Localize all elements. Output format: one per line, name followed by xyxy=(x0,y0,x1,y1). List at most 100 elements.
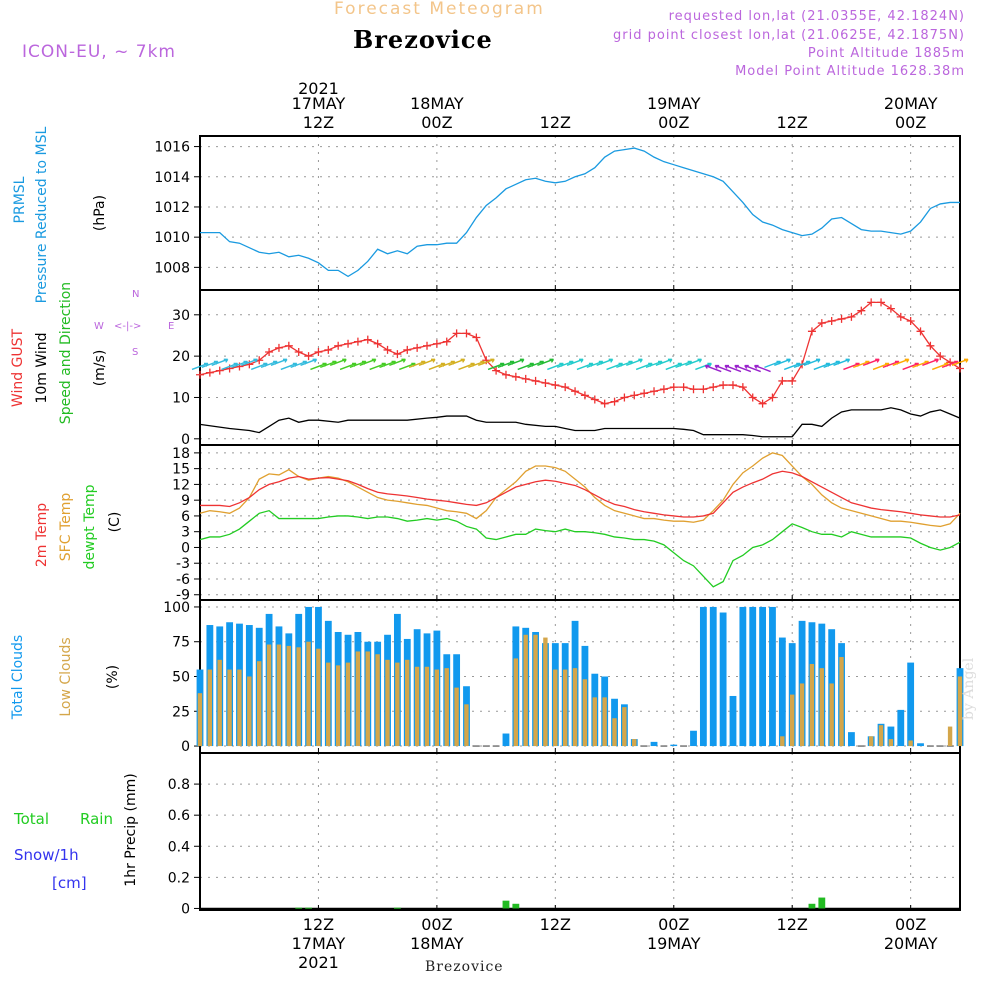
bottom-axis-date: 19MAY xyxy=(647,934,701,953)
gust-point-marker xyxy=(442,337,451,346)
total-clouds-bar xyxy=(690,730,697,747)
y-tick-label: 3 xyxy=(181,525,190,541)
low-clouds-bar xyxy=(395,662,400,747)
y-tick-label: 10 xyxy=(172,390,190,406)
top-axis-hour: 00Z xyxy=(421,113,452,132)
gust-point-marker xyxy=(274,343,283,352)
model-point-altitude: Model Point Altitude 1628.38m xyxy=(735,64,965,79)
top-axis-hour: 00Z xyxy=(895,113,926,132)
top-axis-date: 20MAY xyxy=(884,94,938,113)
gust-point-marker xyxy=(650,387,659,396)
bottom-axis-date: 20MAY xyxy=(884,934,938,953)
low-clouds-bar xyxy=(375,654,380,747)
low-clouds-bar xyxy=(513,658,518,747)
total-clouds-bar xyxy=(729,695,737,747)
gust-point-marker xyxy=(620,393,629,402)
low-clouds-bar xyxy=(533,634,538,747)
rain-bar xyxy=(512,903,520,909)
wind-direction-arrow xyxy=(270,358,288,366)
low-clouds-bar xyxy=(355,651,361,747)
low-clouds-bar xyxy=(217,659,222,747)
closest-lonlat: grid point closest lon,lat (21.0625E, 42… xyxy=(613,28,965,43)
y-tick-label: 6 xyxy=(181,509,190,525)
station-name: Brezovice xyxy=(353,25,493,54)
rain-bar xyxy=(295,907,303,909)
gust-point-marker xyxy=(521,374,530,383)
y-tick-label: 0.2 xyxy=(168,870,190,886)
wind-direction-arrow xyxy=(300,358,318,366)
low-clouds-bar xyxy=(612,718,617,747)
gust-point-marker xyxy=(709,383,718,392)
gust-point-marker xyxy=(561,383,570,392)
gust-point-marker xyxy=(758,399,767,408)
compass-mid: <-|-> xyxy=(114,321,142,332)
gust-point-marker xyxy=(304,352,313,361)
low-clouds-bar xyxy=(326,662,331,747)
low-clouds-bar xyxy=(424,666,430,747)
wind-direction-arrow xyxy=(803,358,821,366)
gust-point-marker xyxy=(630,391,639,400)
low-clouds-bar xyxy=(592,697,597,747)
y-tick-label: 0.4 xyxy=(168,839,190,855)
wind-direction-arrow xyxy=(754,364,771,373)
gust-point-marker xyxy=(738,383,747,392)
low-clouds-bar xyxy=(562,669,568,747)
top-axis-hour: 12Z xyxy=(303,113,334,132)
gust-point-marker xyxy=(452,329,461,338)
low-clouds-bar xyxy=(868,736,874,747)
bottom-axis-hour: 12Z xyxy=(303,915,334,934)
low-clouds-bar xyxy=(809,663,815,747)
low-clouds-bar xyxy=(819,668,824,747)
low-clouds-bar xyxy=(434,669,440,747)
low-clouds-bar xyxy=(247,676,252,747)
gust-point-marker xyxy=(877,298,886,307)
header-title: Forecast Meteogram xyxy=(334,0,545,19)
wind-direction-arrow xyxy=(655,358,673,366)
wind-direction-arrow xyxy=(566,358,584,366)
gust-point-marker xyxy=(679,383,688,392)
total-clouds-bar xyxy=(739,606,747,747)
wind-direction-arrow xyxy=(596,358,614,366)
low-clouds-bar xyxy=(908,740,913,747)
gust-point-marker xyxy=(906,317,915,325)
gust-point-marker xyxy=(689,385,698,394)
low-clouds-bar xyxy=(632,739,637,747)
gust-point-marker xyxy=(916,327,925,336)
wind-direction-arrow xyxy=(922,358,939,366)
gust-point-marker xyxy=(807,327,816,336)
gust-point-marker xyxy=(788,376,797,385)
gust-point-marker xyxy=(719,381,728,390)
gust-point-marker xyxy=(926,341,935,350)
low-clouds-bar xyxy=(602,697,607,747)
y-tick-label: 12 xyxy=(172,477,190,493)
wind-direction-arrow xyxy=(734,364,752,373)
requested-lonlat: requested lon,lat (21.0355E, 42.1824N) xyxy=(668,9,965,24)
total-clouds-bar xyxy=(917,743,924,747)
gust-point-marker xyxy=(610,397,619,406)
gust-point-marker xyxy=(334,341,343,350)
top-axis-date: 17MAY xyxy=(292,94,346,113)
gust-point-marker xyxy=(294,348,303,356)
y-tick-label: 1016 xyxy=(154,140,190,156)
gust-point-marker xyxy=(837,314,846,323)
gust-point-marker xyxy=(314,348,323,356)
low-clouds-bar xyxy=(385,659,390,747)
total-clouds-bar xyxy=(502,733,510,747)
top-axis-hour: 12Z xyxy=(777,113,808,132)
gust-point-marker xyxy=(669,383,678,392)
gust-point-marker xyxy=(936,352,945,361)
bottom-axis-hour: 00Z xyxy=(895,915,926,934)
low-clouds-bar xyxy=(227,669,232,747)
wind-direction-arrow xyxy=(626,358,643,366)
gust-point-marker xyxy=(324,345,333,354)
low-clouds-bar xyxy=(286,645,291,747)
gust-point-marker xyxy=(659,385,668,394)
y-tick-label: 0 xyxy=(181,540,190,556)
gust-point-marker xyxy=(284,341,293,350)
y-tick-label: 1014 xyxy=(154,170,190,186)
gust-point-marker xyxy=(551,381,560,390)
wind-direction-arrow xyxy=(833,358,851,366)
compass-e: E xyxy=(168,321,175,332)
total-clouds-bar xyxy=(769,606,776,747)
